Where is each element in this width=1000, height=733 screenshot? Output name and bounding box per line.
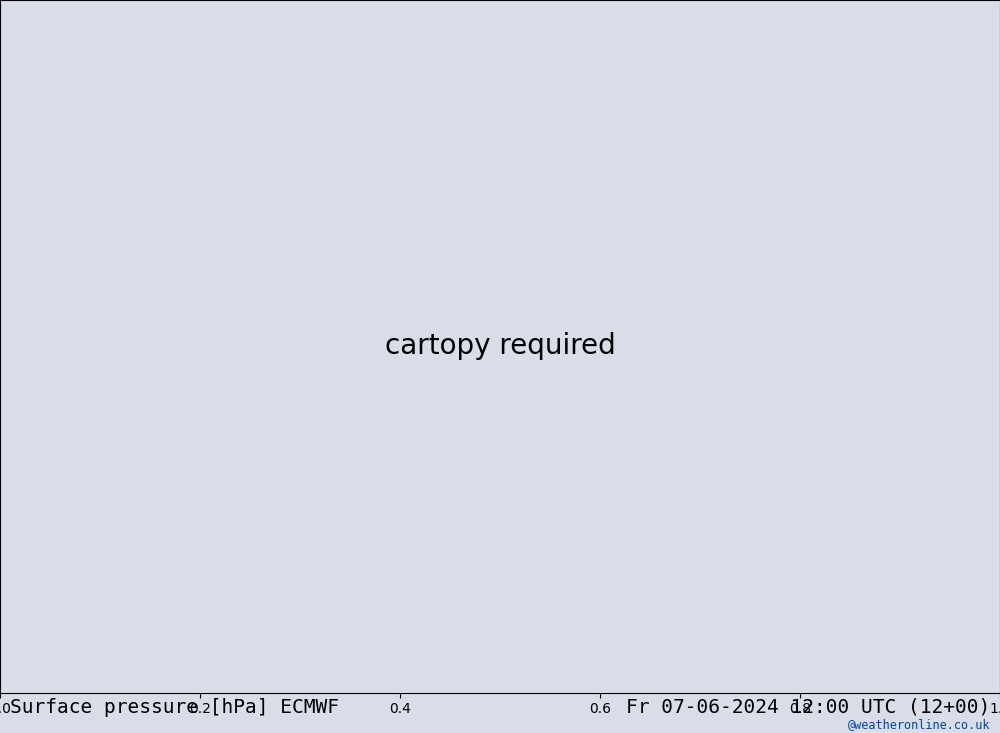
Text: cartopy required: cartopy required (385, 332, 615, 361)
Text: @weatheronline.co.uk: @weatheronline.co.uk (848, 718, 990, 731)
Text: Fr 07-06-2024 12:00 UTC (12+00): Fr 07-06-2024 12:00 UTC (12+00) (626, 698, 990, 717)
Text: Surface pressure [hPa] ECMWF: Surface pressure [hPa] ECMWF (10, 698, 339, 717)
